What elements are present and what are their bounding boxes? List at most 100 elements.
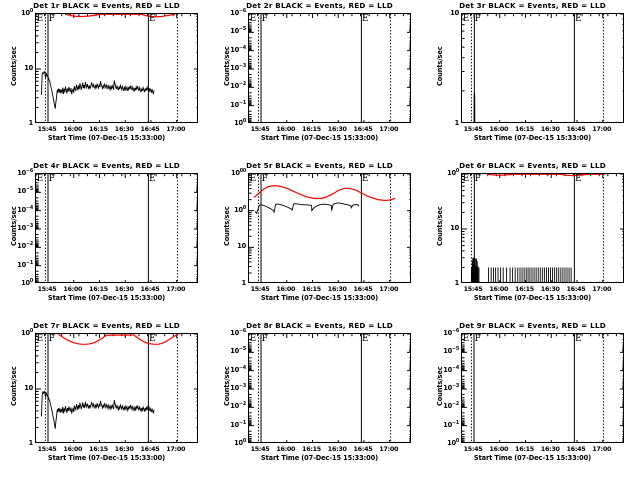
plot-area-det5r xyxy=(248,173,411,283)
xtick-label: 16:00 xyxy=(63,285,83,293)
marker-letter-f-1: F xyxy=(261,334,268,344)
ytick-label: 10−3 xyxy=(443,383,459,392)
xtick-label: 15:45 xyxy=(463,445,483,453)
marker-letter-f-1: F xyxy=(474,334,481,344)
xtick-label: 16:00 xyxy=(276,285,296,293)
xtick-label: 16:45 xyxy=(566,125,586,133)
y-axis-label: Counts/sec xyxy=(10,46,18,86)
xtick-label: 16:30 xyxy=(114,285,134,293)
plot-panel-det2r: Det 2r BLACK = Events, RED = LLD E F E 10−6 1… xyxy=(213,0,426,160)
xtick-label: 16:45 xyxy=(140,125,160,133)
ytick-label: 10−3 xyxy=(230,63,246,72)
xtick-label: 16:30 xyxy=(540,125,560,133)
marker-letter-e-2: E xyxy=(148,334,156,344)
marker-letter-e-2: E xyxy=(148,14,156,24)
ytick-label: 1 xyxy=(454,279,460,287)
x-axis-label: Start Time (07-Dec-15 15:33:00) xyxy=(473,454,592,462)
marker-letter-e-2: E xyxy=(574,174,582,184)
marker-letter-f-1: F xyxy=(48,14,55,24)
marker-letter-f-1: F xyxy=(261,174,268,184)
xtick-label: 15:45 xyxy=(250,285,270,293)
ytick-label: 10−1 xyxy=(230,100,246,109)
x-axis-label: Start Time (07-Dec-15 15:33:00) xyxy=(47,294,166,302)
ytick-label: 10 xyxy=(24,64,33,72)
xtick-label: 16:30 xyxy=(327,445,347,453)
x-axis-label: Start Time (07-Dec-15 15:33:00) xyxy=(473,134,592,142)
ytick-label: 10−1 xyxy=(443,420,459,429)
marker-letter-e-0: E xyxy=(249,334,257,344)
ytick-label: 100 xyxy=(234,205,246,214)
xtick-label: 17:00 xyxy=(379,445,399,453)
xtick-label: 17:00 xyxy=(592,285,612,293)
plot-panel-det1r: Det 1r BLACK = Events, RED = LLD E F E 100 10… xyxy=(0,0,213,160)
plot-panel-det7r: Det 7r BLACK = Events, RED = LLD E F E 100 10… xyxy=(0,320,213,480)
marker-letter-e-0: E xyxy=(36,334,44,344)
xtick-label: 16:15 xyxy=(302,445,321,453)
plot-panel-det3r: Det 3r BLACK = Events, RED = LLD E F E 10 1 15… xyxy=(426,0,639,160)
ytick-label: 100 xyxy=(234,118,246,127)
ytick-label: 100 xyxy=(21,8,33,17)
xtick-label: 16:45 xyxy=(353,125,373,133)
ytick-label: 10−4 xyxy=(17,205,33,214)
xtick-label: 17:00 xyxy=(592,125,612,133)
xtick-label: 15:45 xyxy=(37,125,57,133)
xtick-label: 16:30 xyxy=(114,445,134,453)
plot-panel-det5r: Det 5r BLACK = Events, RED = LLD E F E 1000 1… xyxy=(213,160,426,320)
xtick-label: 16:00 xyxy=(489,125,509,133)
marker-letter-f-1: F xyxy=(474,14,481,24)
ytick-label: 10−5 xyxy=(230,347,246,356)
xtick-label: 16:00 xyxy=(489,445,509,453)
ytick-label: 10−5 xyxy=(443,347,459,356)
marker-letter-e-0: E xyxy=(249,174,257,184)
panel-title-det2r: Det 2r BLACK = Events, RED = LLD xyxy=(246,1,393,10)
x-axis-label: Start Time (07-Dec-15 15:33:00) xyxy=(260,134,379,142)
x-axis-label: Start Time (07-Dec-15 15:33:00) xyxy=(260,454,379,462)
xtick-label: 17:00 xyxy=(166,445,186,453)
xtick-label: 15:45 xyxy=(37,445,57,453)
marker-letter-e-0: E xyxy=(462,14,470,24)
marker-letter-e-0: E xyxy=(249,14,257,24)
xtick-label: 16:00 xyxy=(63,125,83,133)
xtick-label: 17:00 xyxy=(592,445,612,453)
xtick-label: 16:45 xyxy=(140,445,160,453)
ytick-label: 10−6 xyxy=(443,328,459,337)
plot-area-det7r xyxy=(35,333,198,443)
xtick-label: 16:15 xyxy=(89,125,108,133)
xtick-label: 16:30 xyxy=(114,125,134,133)
ytick-label: 1 xyxy=(28,439,34,447)
marker-letter-e-0: E xyxy=(462,174,470,184)
panel-title-det5r: Det 5r BLACK = Events, RED = LLD xyxy=(246,161,393,170)
plot-area-det3r xyxy=(461,13,624,123)
marker-letter-e-0: E xyxy=(462,334,470,344)
xtick-label: 17:00 xyxy=(166,125,186,133)
ytick-label: 10 xyxy=(450,9,459,17)
xtick-label: 16:30 xyxy=(540,285,560,293)
plot-area-det6r xyxy=(461,173,624,283)
xtick-label: 16:00 xyxy=(276,445,296,453)
ytick-label: 10−5 xyxy=(17,187,33,196)
xtick-label: 16:15 xyxy=(89,445,108,453)
panel-title-det3r: Det 3r BLACK = Events, RED = LLD xyxy=(459,1,606,10)
plot-panel-det6r: Det 6r BLACK = Events, RED = LLD E F E 100 10… xyxy=(426,160,639,320)
y-axis-label: Counts/sec xyxy=(436,206,444,246)
marker-letter-f-1: F xyxy=(261,14,268,24)
y-axis-label: Counts/sec xyxy=(436,366,444,406)
x-axis-label: Start Time (07-Dec-15 15:33:00) xyxy=(47,134,166,142)
xtick-label: 16:30 xyxy=(327,285,347,293)
marker-letter-f-1: F xyxy=(474,174,481,184)
xtick-label: 16:15 xyxy=(515,125,534,133)
ytick-label: 10−6 xyxy=(17,168,33,177)
ytick-label: 10−2 xyxy=(443,402,459,411)
xtick-label: 15:45 xyxy=(37,285,57,293)
plot-area-det2r xyxy=(248,13,411,123)
ytick-label: 1 xyxy=(28,119,34,127)
ytick-label: 100 xyxy=(447,168,459,177)
marker-letter-f-1: F xyxy=(48,334,55,344)
ytick-label: 100 xyxy=(21,328,33,337)
plot-area-det9r xyxy=(461,333,624,443)
marker-letter-f-1: F xyxy=(48,174,55,184)
ytick-label: 1 xyxy=(241,279,247,287)
ytick-label: 100 xyxy=(447,438,459,447)
panel-title-det8r: Det 8r BLACK = Events, RED = LLD xyxy=(246,321,393,330)
ytick-label: 10 xyxy=(237,242,246,251)
